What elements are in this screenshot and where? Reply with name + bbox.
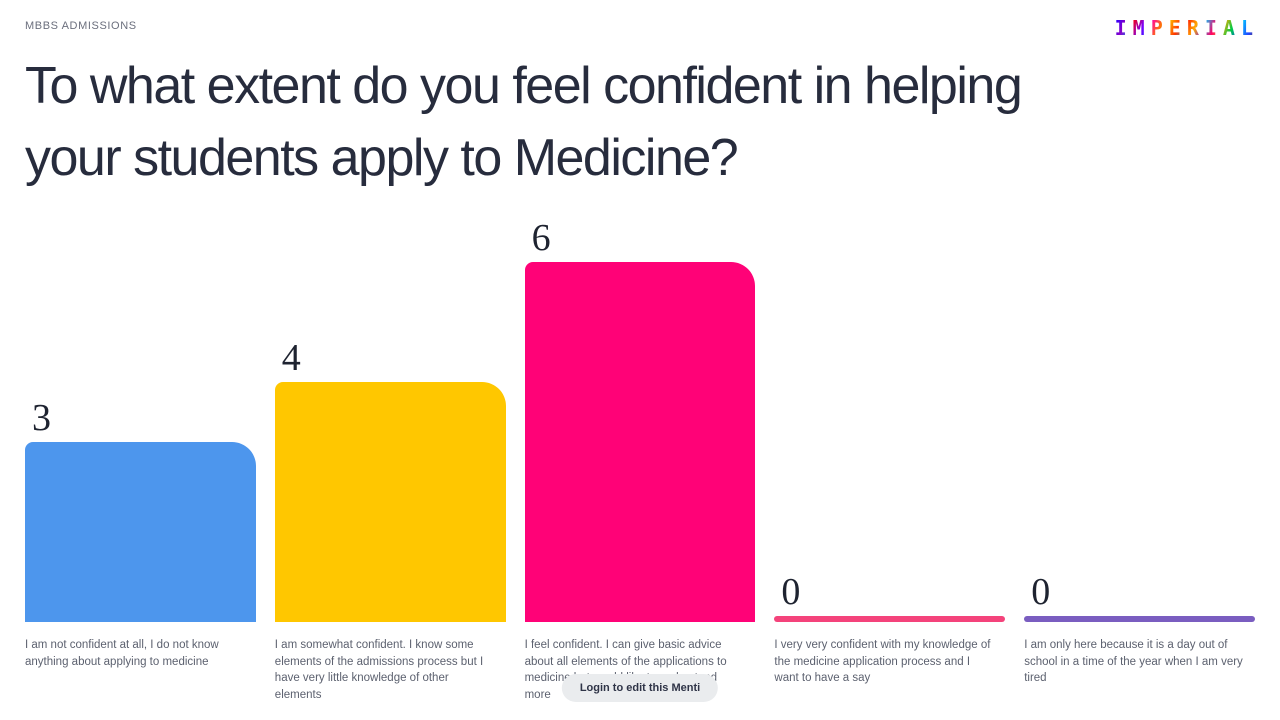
question-title: To what extent do you feel confident in … xyxy=(25,57,1023,187)
login-to-edit-button[interactable]: Login to edit this Menti xyxy=(561,674,719,702)
logo-letter: P xyxy=(1150,16,1169,40)
bar-chart: 3 I am not confident at all, I do not kno… xyxy=(25,218,1255,703)
logo-letter: I xyxy=(1114,16,1133,40)
bar-category-label: I am not confident at all, I do not know… xyxy=(25,639,219,668)
bar-value-label: 4 xyxy=(281,337,301,379)
bar-category-label: I am only here because it is a day out o… xyxy=(1024,639,1243,684)
logo-letter: R xyxy=(1186,16,1205,40)
bar-track: 6 xyxy=(524,217,756,622)
logo-letter: E xyxy=(1168,16,1187,40)
chart-column: 0 I very very confident with my knowledge… xyxy=(774,218,1006,703)
bar xyxy=(524,262,756,622)
bar-value-label: 0 xyxy=(781,571,801,613)
bar-track: 0 xyxy=(1024,218,1255,622)
logo-letter: L xyxy=(1240,16,1259,40)
bar-value-label: 0 xyxy=(1031,571,1051,613)
imperial-logo: IMPERIAL xyxy=(1115,16,1259,40)
chart-column: 0 I am only here because it is a day out … xyxy=(1024,218,1255,703)
bar xyxy=(25,442,256,622)
bar-track: 3 xyxy=(25,218,256,622)
chart-column: 3 I am not confident at all, I do not kno… xyxy=(25,218,256,703)
bar-category-label: I am somewhat confident. I know some ele… xyxy=(274,639,484,701)
bar-category-label: I very very confident with my knowledge … xyxy=(774,639,991,684)
bar-value-label: 6 xyxy=(531,217,551,259)
header: MBBS ADMISSIONS IMPERIAL xyxy=(25,16,1255,40)
logo-letter: I xyxy=(1204,16,1223,40)
presentation-name: MBBS ADMISSIONS xyxy=(25,20,137,32)
bar-value-label: 3 xyxy=(32,397,51,439)
logo-letter: M xyxy=(1132,16,1151,40)
bar-track: 4 xyxy=(274,218,506,622)
bar xyxy=(274,382,506,622)
chart-column: 4 I am somewhat confident. I know some el… xyxy=(274,218,506,703)
bar-track: 0 xyxy=(774,218,1006,622)
bar xyxy=(1024,616,1255,622)
bar xyxy=(774,616,1006,622)
logo-letter: A xyxy=(1222,16,1241,40)
